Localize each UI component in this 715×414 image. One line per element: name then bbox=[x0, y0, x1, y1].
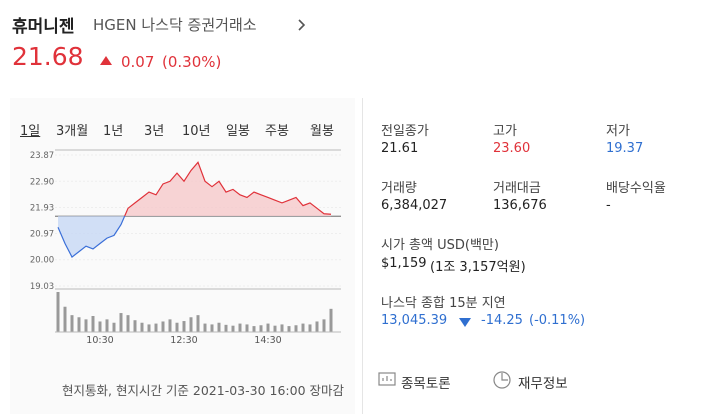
index-change: -14.25 bbox=[481, 313, 523, 328]
volume-bar bbox=[175, 322, 179, 332]
x-tick-label: 14:30 bbox=[254, 335, 281, 346]
period-tab[interactable]: 일봉 bbox=[226, 124, 250, 139]
down-arrow bbox=[459, 318, 471, 327]
volume-bar bbox=[98, 321, 102, 332]
stock-name: 휴머니젠 bbox=[12, 17, 75, 37]
volume-bar bbox=[56, 292, 60, 332]
volume-bar bbox=[273, 325, 277, 332]
info-value: 21.61 bbox=[381, 141, 419, 156]
period-tab[interactable]: 1일 bbox=[20, 124, 41, 139]
volume-bar bbox=[91, 316, 95, 332]
info-value: 23.60 bbox=[493, 141, 531, 156]
chevron[interactable] bbox=[297, 18, 307, 32]
change-pct: (0.30%) bbox=[162, 53, 222, 71]
volume-bar bbox=[294, 325, 298, 332]
volume-bar bbox=[301, 323, 305, 332]
info-label: 저가 bbox=[606, 124, 630, 139]
period-tab[interactable]: 3개월 bbox=[56, 124, 89, 139]
y-tick-label: 19.03 bbox=[30, 282, 54, 292]
volume-bar bbox=[168, 319, 172, 332]
volume-bar bbox=[140, 322, 144, 332]
volume-bar bbox=[266, 323, 270, 332]
volume-bar bbox=[133, 320, 137, 332]
info-label: 나스닥 종합 15분 지연 bbox=[381, 296, 506, 311]
price: 21.68 bbox=[12, 42, 84, 71]
chart-panel bbox=[10, 98, 355, 414]
index-change-pct: (-0.11%) bbox=[529, 313, 586, 328]
exchange[interactable]: HGEN 나스닥 증권거래소 bbox=[93, 16, 257, 34]
volume-bar bbox=[105, 319, 109, 332]
button[interactable]: 재무정보 bbox=[518, 376, 568, 392]
price-line bbox=[57, 161, 332, 258]
volume-bar bbox=[245, 324, 249, 332]
info-value: (1조 3,157억원) bbox=[430, 260, 526, 275]
volume-bar bbox=[231, 325, 235, 332]
volume-bar bbox=[189, 317, 193, 332]
volume-bar bbox=[315, 321, 319, 332]
volume-bar bbox=[77, 317, 81, 332]
button[interactable]: 종목토론 bbox=[401, 376, 451, 392]
volume-bar bbox=[308, 324, 312, 332]
change: 0.07 bbox=[121, 53, 155, 71]
info-value: 136,676 bbox=[493, 198, 547, 213]
volume-bar bbox=[203, 323, 207, 332]
volume-bar bbox=[147, 324, 151, 332]
y-tick-label: 23.87 bbox=[30, 151, 54, 161]
volume-bar bbox=[161, 321, 165, 332]
finance-icon[interactable] bbox=[492, 370, 512, 390]
x-tick-label: 12:30 bbox=[170, 335, 197, 346]
info-value: - bbox=[606, 198, 611, 213]
footer: 현지통화, 현지시간 기준 2021-03-30 16:00 장마감 bbox=[62, 383, 345, 398]
info-value: 6,384,027 bbox=[381, 198, 448, 213]
volume-bar bbox=[322, 319, 326, 332]
volume-bar bbox=[154, 323, 158, 332]
volume-bar bbox=[329, 308, 333, 332]
y-tick-label: 20.00 bbox=[30, 256, 54, 266]
volume-bar bbox=[182, 321, 186, 332]
volume-bar bbox=[126, 315, 130, 332]
period-tab[interactable]: 10년 bbox=[182, 124, 211, 139]
volume-bar bbox=[280, 324, 284, 332]
volume-bar bbox=[63, 306, 67, 332]
volume-bar bbox=[119, 313, 123, 332]
x-tick-label: 10:30 bbox=[86, 335, 113, 346]
info-label: 거래량 bbox=[381, 181, 417, 196]
info-label: 시가 총액 USD(백만) bbox=[381, 238, 499, 253]
volume-bar bbox=[70, 315, 74, 332]
volume-bar bbox=[238, 323, 242, 332]
y-tick-label: 21.93 bbox=[30, 204, 54, 214]
price-area bbox=[58, 162, 331, 258]
divider bbox=[362, 98, 363, 414]
info-label: 전일종가 bbox=[381, 124, 429, 139]
volume-bar bbox=[84, 319, 88, 332]
volume-bar bbox=[252, 326, 256, 332]
volume-bar bbox=[210, 324, 214, 332]
volume-bar bbox=[259, 325, 263, 332]
y-tick-label: 22.90 bbox=[30, 177, 54, 187]
period-tab[interactable]: 1년 bbox=[103, 124, 124, 139]
period-tab[interactable]: 3년 bbox=[144, 124, 165, 139]
volume-bar bbox=[224, 324, 228, 332]
period-tab[interactable]: 주봉 bbox=[265, 124, 289, 139]
info-value: $1,159 bbox=[381, 256, 427, 271]
chart: 19.03 20.00 20.97 21.93 22.90 23.87 10:30 12:30… bbox=[30, 149, 341, 346]
up-arrow bbox=[100, 56, 112, 65]
volume-bar bbox=[112, 322, 116, 332]
y-tick-label: 20.97 bbox=[30, 229, 54, 239]
info-label: 고가 bbox=[493, 124, 517, 139]
info-value: 19.37 bbox=[606, 141, 644, 156]
volume-bar bbox=[287, 326, 291, 332]
period-tab[interactable]: 월봉 bbox=[310, 124, 334, 139]
info-label: 거래대금 bbox=[493, 181, 541, 196]
discussion-icon[interactable] bbox=[378, 371, 398, 389]
index-value: 13,045.39 bbox=[381, 313, 448, 328]
volume-bar bbox=[196, 315, 200, 332]
info-label: 배당수익율 bbox=[606, 181, 666, 196]
volume-bar bbox=[217, 322, 221, 332]
